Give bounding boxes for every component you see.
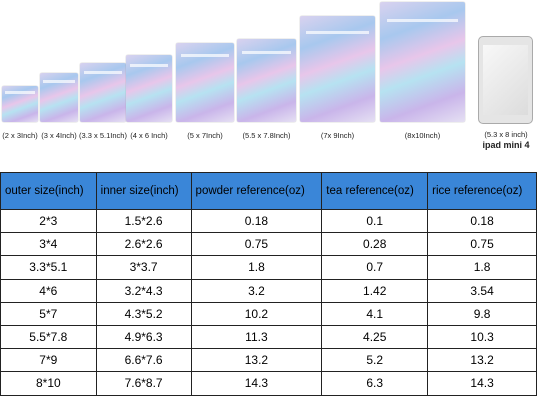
table-cell: 3.54 [427,278,537,303]
table-row: 5*7 4.3*5.2 10.2 4.1 9.8 [0,301,537,326]
table-cell: 3.2 [190,278,323,303]
table-cell: 13.2 [190,348,323,373]
ipad-name: ipad mini 4 [482,140,530,150]
ipad-image [478,36,533,124]
table-row: 8*10 7.6*8.7 14.3 6.3 14.3 [0,371,537,396]
table-cell: 11.3 [190,324,323,350]
table-cell: 3*3.7 [95,255,192,280]
table-cell: 4.1 [321,301,429,326]
header-cell: powder reference(oz) [190,172,323,210]
table-cell: 0.7 [321,255,429,280]
table-cell: 4.3*5.2 [95,301,192,326]
table-cell: 3.2*4.3 [95,278,192,303]
bag-label: (5.5 x 7.8Inch) [242,131,291,140]
bag-image [380,2,465,122]
table-cell: 7*9 [0,348,97,373]
table-cell: 0.18 [190,208,323,234]
table-cell: 4.9*6.3 [95,324,192,350]
table-row: 2*3 1.5*2.6 0.18 0.1 0.18 [0,208,537,234]
bag-image [40,73,78,122]
header-cell: inner size(inch) [95,172,192,210]
table-cell: 14.3 [427,371,537,396]
table-cell: 1.8 [427,255,537,280]
table-cell: 0.28 [321,232,429,257]
table-cell: 10.2 [190,301,323,326]
table-cell: 13.2 [427,348,537,373]
bag-image [176,43,234,122]
table-cell: 3.3*5.1 [0,255,97,280]
ipad-size: (5.3 x 8 inch) [484,130,528,139]
table-cell: 0.75 [190,232,323,257]
bag-label: (8x10Inch) [404,131,441,140]
table-cell: 5.5*7.8 [0,324,97,350]
bag-label: (3 x 4Inch) [41,131,77,140]
bag-image [300,16,375,122]
header-cell: rice reference(oz) [427,172,537,210]
bag-image [2,86,38,122]
bag-label: (2 x 3Inch) [2,131,38,140]
bag-label: (4 x 6 Inch) [130,131,168,140]
bag-image [126,55,172,122]
table-cell: 3*4 [0,232,97,257]
table-cell: 8*10 [0,371,97,396]
header-cell: tea reference(oz) [321,172,429,210]
bag-label: (3.3 x 5.1Inch) [79,131,127,140]
table-cell: 2*3 [0,208,97,234]
table-cell: 14.3 [190,371,323,396]
table-cell: 6.3 [321,371,429,396]
table-cell: 10.3 [427,324,537,350]
bag-image [237,39,296,122]
table-row: 5.5*7.8 4.9*6.3 11.3 4.25 10.3 [0,324,537,350]
table-cell: 6.6*7.6 [95,348,192,373]
table-cell: 4.25 [321,324,429,350]
table-cell: 9.8 [427,301,537,326]
table-cell: 1.5*2.6 [95,208,192,234]
bag-label: (5 x 7Inch) [187,131,223,140]
table-row: 3*4 2.6*2.6 0.75 0.28 0.75 [0,232,537,257]
table-cell: 1.8 [190,255,323,280]
table-row: 3.3*5.1 3*3.7 1.8 0.7 1.8 [0,255,537,280]
table-cell: 0.1 [321,208,429,234]
bag-image [80,63,126,122]
table-cell: 2.6*2.6 [95,232,192,257]
table-cell: 7.6*8.7 [95,371,192,396]
table-cell: 0.18 [427,208,537,234]
table-row: 7*9 6.6*7.6 13.2 5.2 13.2 [0,348,537,373]
table-row: 4*6 3.2*4.3 3.2 1.42 3.54 [0,278,537,303]
size-table: outer size(inch) inner size(inch) powder r… [0,172,537,396]
table-cell: 4*6 [0,278,97,303]
header-cell: outer size(inch) [0,172,97,210]
bag-label: (7x 9Inch) [320,131,355,140]
table-cell: 5*7 [0,301,97,326]
table-cell: 5.2 [321,348,429,373]
table-cell: 0.75 [427,232,537,257]
table-cell: 1.42 [321,278,429,303]
